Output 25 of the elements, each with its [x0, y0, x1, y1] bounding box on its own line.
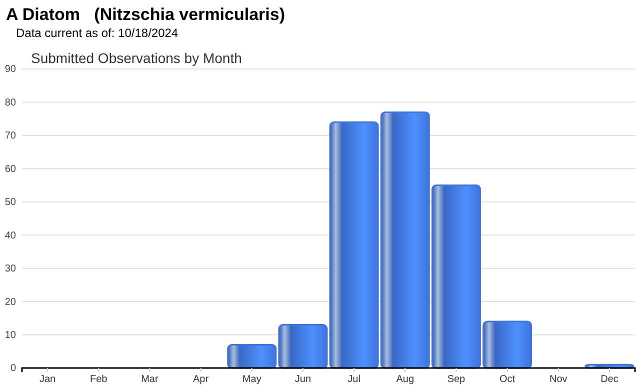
x-tick-label: Jun: [294, 374, 312, 386]
x-tick-label: Aug: [396, 374, 414, 386]
y-tick-label: 90: [4, 64, 16, 76]
y-tick-label: 80: [4, 97, 16, 108]
x-tick-label: Jul: [348, 374, 360, 386]
text: Submitted Observations by Month: [31, 50, 242, 66]
y-tick-label: 70: [4, 130, 16, 142]
x-tick-label: Jan: [39, 374, 56, 386]
x-tick-label: Mar: [141, 374, 159, 386]
y-tick-label: 60: [4, 164, 16, 175]
chart-subtitle: Data current as of: 10/18/2024: [16, 26, 178, 40]
y-tick-label: 10: [4, 330, 16, 341]
x-tick-label: Dec: [600, 374, 618, 386]
y-tick-label: 20: [4, 296, 16, 308]
y-tick-label: 50: [4, 197, 16, 208]
x-tick-label: Feb: [90, 374, 108, 386]
y-tick-label: 0: [10, 363, 16, 374]
x-tick-label: May: [242, 374, 262, 386]
y-tick-label: 30: [4, 264, 16, 275]
chart-title: A Diatom (Nitzschia vermicularis): [6, 5, 286, 24]
x-tick-label: Nov: [549, 374, 568, 386]
x-tick-label: Sep: [447, 374, 466, 386]
y-tick-label: 40: [4, 230, 16, 242]
x-tick-label: Apr: [193, 374, 210, 386]
x-tick-label: Oct: [500, 374, 516, 386]
